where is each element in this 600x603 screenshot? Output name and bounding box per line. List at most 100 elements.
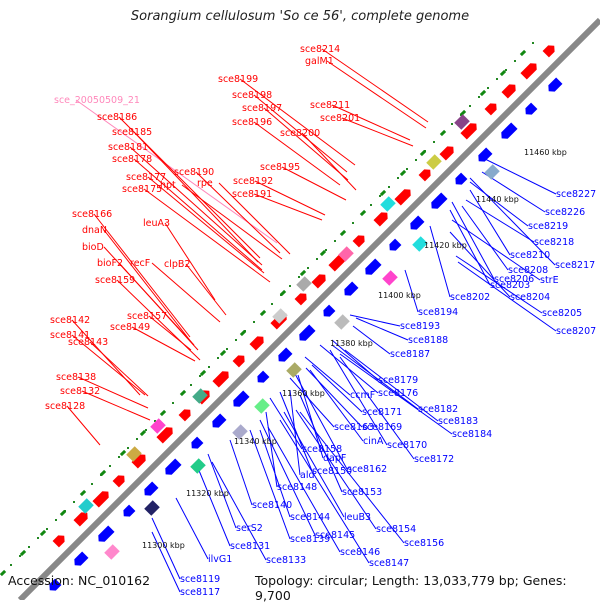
reverse-gene-label[interactable]: sce8208 [508,265,548,276]
forward-gene-label[interactable]: sce8200 [280,128,320,139]
forward-gene-label[interactable]: bioF2 [97,258,123,269]
reverse-gene-label[interactable]: sce8117 [180,587,220,598]
forward-gene-label[interactable]: sce8211 [310,100,350,111]
reverse-gene-label[interactable]: sce8193 [400,321,440,332]
reverse-gene-label[interactable]: sce8150 [312,466,352,477]
reverse-gene-label[interactable]: sce8158 [302,444,342,455]
reverse-gene-label[interactable]: leuB3 [344,512,371,523]
ruler-label: 11400 kbp [378,291,421,300]
forward-gene-label[interactable]: rpe [197,178,213,189]
reverse-gene-label[interactable]: sce8179 [378,375,418,386]
forward-gene-label[interactable]: sce8177 [126,172,166,183]
forward-gene-label[interactable]: sce8195 [260,162,300,173]
ruler-dot [307,267,309,269]
reverse-gene-label[interactable]: sce8219 [528,221,568,232]
forward-gene-label[interactable]: sce8143 [68,337,108,348]
reverse-gene-label[interactable]: sce8207 [556,326,596,337]
forward-gene-label[interactable]: clpB2 [164,259,190,270]
reverse-gene-label[interactable]: sce8194 [418,307,458,318]
forward-gene-label[interactable]: sce8178 [112,154,152,165]
reverse-gene-label[interactable]: sce8119 [180,574,220,585]
forward-gene-label[interactable]: sce8159 [95,275,135,286]
reverse-gene-label[interactable]: sce8144 [290,512,330,523]
reverse-gene-label[interactable]: sce8154 [376,524,416,535]
forward-gene-label[interactable]: sce8190 [174,167,214,178]
reverse-gene-label[interactable]: dapF [323,453,346,464]
reverse-gene-label[interactable]: sce8153 [342,487,382,498]
reverse-gene-label[interactable]: sce8139 [290,534,330,545]
forward-gene-label[interactable]: sce8192 [233,176,273,187]
forward-gene-label[interactable]: sce8186 [97,112,137,123]
forward-gene-label[interactable]: sce8214 [300,44,340,55]
reverse-callout-line [211,461,267,561]
forward-callout-line [81,390,151,421]
forward-gene-label[interactable]: sce8197 [242,103,282,114]
reverse-gene-label[interactable]: sce8148 [277,482,317,493]
forward-gene-label[interactable]: recF [130,258,150,269]
forward-gene-arrow [73,512,88,527]
forward-gene-label[interactable]: sce8199 [218,74,258,85]
reverse-gene-label[interactable]: sce8218 [534,237,574,248]
reverse-gene-label[interactable]: sce8226 [545,207,585,218]
reverse-gene-label[interactable]: sce8227 [556,189,596,200]
reverse-gene-label[interactable]: sce8163 [334,422,374,433]
reverse-gene-label[interactable]: sce8169 [362,422,402,433]
forward-gene-label[interactable]: sce8185 [112,127,152,138]
forward-gene-label[interactable]: sce8128 [45,401,85,412]
reverse-gene-label[interactable]: sce8171 [362,407,402,418]
ruler-major-tick [479,89,487,97]
reverse-gene-label[interactable]: sce8170 [387,440,427,451]
forward-gene-arrow [418,169,431,182]
forward-gene-label[interactable]: sce8142 [50,315,90,326]
forward-gene-label[interactable]: leuA3 [143,218,170,229]
reverse-gene-label[interactable]: sce8206 [494,274,534,285]
reverse-gene-label[interactable]: sce8205 [542,308,582,319]
forward-gene-label[interactable]: bioD [82,242,104,253]
forward-gene-label[interactable]: sce8198 [232,90,272,101]
reverse-gene-label[interactable]: sce8146 [340,547,380,558]
forward-gene-label[interactable]: sce8175 [122,184,162,195]
forward-gene-label[interactable]: dnaN [82,225,107,236]
reverse-gene-label[interactable]: ald [300,470,315,481]
reverse-gene-label[interactable]: sce8156 [404,538,444,549]
reverse-gene-label[interactable]: sce8217 [555,260,595,271]
reverse-gene-label[interactable]: strE [540,275,559,286]
reverse-gene-label[interactable]: sce8187 [390,349,430,360]
ruler-major-tick [419,149,427,157]
reverse-gene-label[interactable]: sce8202 [450,292,490,303]
reverse-gene-label[interactable]: serS2 [236,523,263,534]
forward-gene-label[interactable]: sce8201 [320,113,360,124]
forward-gene-label[interactable]: sce8157 [127,311,167,322]
reverse-gene-label[interactable]: sce8204 [510,292,550,303]
forward-gene-label[interactable]: sce8132 [60,386,100,397]
forward-gene-label[interactable]: sce8191 [232,189,272,200]
reverse-gene-label[interactable]: cinA [363,436,384,447]
reverse-gene-label[interactable]: sce8133 [266,555,306,566]
reverse-gene-label[interactable]: sce8182 [418,404,458,415]
ruler-label: 11360 kbp [282,389,325,398]
reverse-gene-label[interactable]: sce8131 [230,541,270,552]
forward-gene-label[interactable]: sce8196 [232,117,272,128]
reverse-gene-label[interactable]: sce8183 [438,416,478,427]
reverse-gene-label[interactable]: ilvG1 [208,554,232,565]
reverse-gene-label[interactable]: sce8147 [369,558,409,569]
forward-gene-label[interactable]: sce8166 [72,209,112,220]
reverse-gene-label[interactable]: sce8184 [452,429,492,440]
reverse-gene-label[interactable]: sce8172 [414,454,454,465]
reverse-gene-label[interactable]: sce8162 [347,464,387,475]
forward-gene-label[interactable]: sce8181 [108,142,148,153]
forward-gene-label[interactable]: sce8149 [110,322,150,333]
reverse-gene-label[interactable]: sce8145 [315,530,355,541]
forward-gene-label[interactable]: galM1 [305,56,334,67]
reverse-gene-label[interactable]: sce8203 [490,280,530,291]
reverse-gene-label[interactable]: sce8188 [408,335,448,346]
forward-gene-label[interactable]: sce_20050509_21 [54,95,140,106]
reverse-gene-label[interactable]: sce8176 [378,388,418,399]
forward-gene-label[interactable]: sce8138 [56,372,96,383]
forward-gene-label[interactable]: sce8141 [50,330,90,341]
forward-gene-label[interactable]: hpt [160,180,176,191]
reverse-gene-label[interactable]: sce8210 [510,250,550,261]
reverse-gene-label[interactable]: ccmF [350,390,375,401]
reverse-gene-label[interactable]: sce8140 [252,500,292,511]
